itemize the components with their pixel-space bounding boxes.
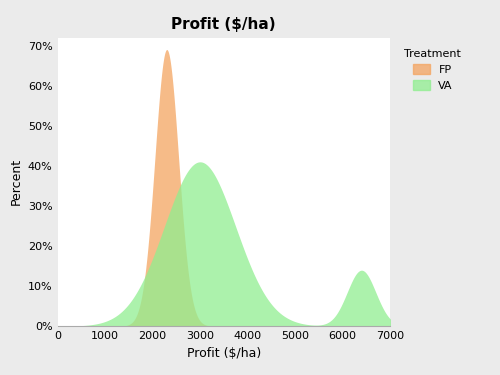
Title: Profit ($/ha): Profit ($/ha) <box>172 17 276 32</box>
Y-axis label: Percent: Percent <box>10 158 22 206</box>
Legend: FP, VA: FP, VA <box>399 43 467 97</box>
X-axis label: Profit ($/ha): Profit ($/ha) <box>186 346 261 360</box>
